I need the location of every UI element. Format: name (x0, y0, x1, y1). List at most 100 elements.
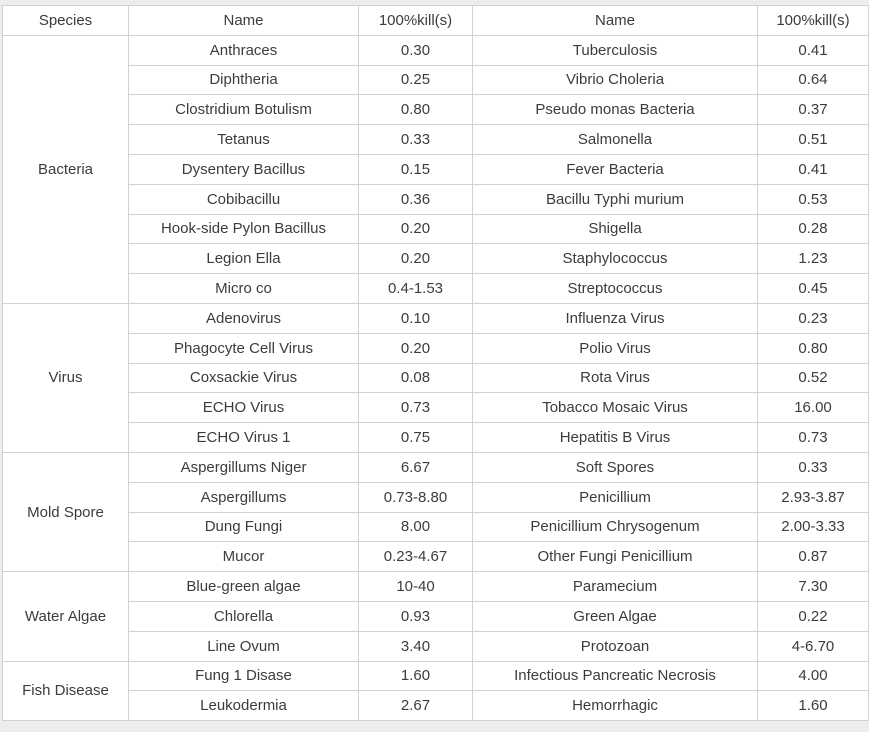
kill-time-cell: 1.23 (757, 243, 869, 275)
table-row: Cobibacillu 0.36 Bacillu Typhi murium 0.53 (3, 183, 869, 215)
name-cell: Line Ovum (128, 630, 359, 662)
name-cell: Leukodermia (128, 690, 359, 722)
table-row: Diphtheria 0.25 Vibrio Choleria 0.64 (3, 64, 869, 96)
name-cell: ECHO Virus (128, 392, 359, 424)
kill-time-cell: 1.60 (358, 660, 473, 692)
kill-time-cell: 0.53 (757, 183, 869, 215)
table-row: Dysentery Bacillus 0.15 Fever Bacteria 0.41 (3, 153, 869, 185)
table-row: Tetanus 0.33 Salmonella 0.51 (3, 124, 869, 155)
table-row: Phagocyte Cell Virus 0.20 Polio Virus 0.80 (3, 332, 869, 364)
name-cell: Hook-side Pylon Bacillus (128, 213, 359, 245)
kill-time-cell: 0.73 (757, 422, 869, 453)
kill-time-cell: 0.41 (757, 153, 869, 185)
table-body: Bacteria Anthraces 0.30 Tuberculosis 0.41 Dip… (2, 34, 869, 722)
name-cell: Rota Virus (472, 362, 758, 394)
kill-time-cell: 2.67 (358, 690, 473, 722)
kill-time-cell: 0.73-8.80 (358, 481, 473, 513)
name-cell: Aspergillums Niger (128, 451, 359, 483)
kill-time-table: Species Name 100%kill(s) Name 100%kill(s… (2, 5, 869, 722)
kill-time-cell: 0.20 (358, 213, 473, 245)
kill-time-cell: 0.23-4.67 (358, 541, 473, 573)
header-name-left: Name (128, 5, 359, 36)
table-row: Aspergillums 0.73-8.80 Penicillium 2.93-3.8… (3, 481, 869, 513)
species-cell: Virus (2, 302, 129, 453)
species-cell: Bacteria (2, 34, 129, 304)
table-row: Coxsackie Virus 0.08 Rota Virus 0.52 (3, 362, 869, 394)
kill-time-cell: 0.37 (757, 94, 869, 126)
kill-time-cell: 0.23 (757, 302, 869, 334)
name-cell: Chlorella (128, 600, 359, 632)
name-cell: Aspergillums (128, 481, 359, 513)
name-cell: Penicillium (472, 481, 758, 513)
table-row: Fish Disease Fung 1 Disase 1.60 Infectious … (2, 660, 869, 722)
table-row: ECHO Virus 1 0.75 Hepatitis B Virus 0.73 (3, 422, 869, 453)
name-cell: Dung Fungi (128, 511, 359, 543)
kill-time-cell: 0.80 (358, 94, 473, 126)
name-cell: Legion Ella (128, 243, 359, 275)
kill-time-cell: 0.30 (358, 34, 473, 66)
name-cell: Soft Spores (472, 451, 758, 483)
kill-time-cell: 0.51 (757, 124, 869, 155)
header-row: Species Name 100%kill(s) Name 100%kill(s… (2, 5, 869, 36)
species-cell: Water Algae (2, 571, 129, 662)
table-row: ECHO Virus 0.73 Tobacco Mosaic Virus 16.00 (3, 392, 869, 424)
name-cell: ECHO Virus 1 (128, 422, 359, 453)
kill-time-cell: 0.25 (358, 64, 473, 96)
kill-time-cell: 0.20 (358, 243, 473, 275)
kill-time-cell: 0.22 (757, 600, 869, 632)
kill-time-cell: 2.93-3.87 (757, 481, 869, 513)
name-cell: Coxsackie Virus (128, 362, 359, 394)
name-cell: Cobibacillu (128, 183, 359, 215)
name-cell: Tetanus (128, 124, 359, 155)
species-cell: Fish Disease (2, 660, 129, 722)
table-row: Water Algae Blue-green algae 10-40 Parameci… (2, 571, 869, 662)
name-cell: Staphylococcus (472, 243, 758, 275)
kill-time-cell: 0.33 (358, 124, 473, 155)
kill-time-cell: 0.08 (358, 362, 473, 394)
name-cell: Blue-green algae (128, 571, 359, 602)
kill-time-cell: 7.30 (757, 571, 869, 602)
kill-time-cell: 0.20 (358, 332, 473, 364)
kill-time-cell: 0.15 (358, 153, 473, 185)
table-row: Bacteria Anthraces 0.30 Tuberculosis 0.41 (2, 34, 869, 304)
kill-time-cell: 0.33 (757, 451, 869, 483)
kill-time-cell: 0.80 (757, 332, 869, 364)
name-cell: Fever Bacteria (472, 153, 758, 185)
name-cell: Streptococcus (472, 273, 758, 304)
header-kill-right: 100%kill(s) (757, 5, 869, 36)
kill-time-cell: 0.36 (358, 183, 473, 215)
name-cell: Adenovirus (128, 302, 359, 334)
name-cell: Clostridium Botulism (128, 94, 359, 126)
table-row: Hook-side Pylon Bacillus 0.20 Shigella 0.28 (3, 213, 869, 245)
kill-time-cell: 0.41 (757, 34, 869, 66)
kill-time-cell: 0.45 (757, 273, 869, 304)
name-cell: Shigella (472, 213, 758, 245)
header-name-right: Name (472, 5, 758, 36)
name-cell: Green Algae (472, 600, 758, 632)
table-row: Chlorella 0.93 Green Algae 0.22 (3, 600, 869, 632)
name-cell: Tuberculosis (472, 34, 758, 66)
table-row: Micro co 0.4-1.53 Streptococcus 0.45 (3, 273, 869, 304)
header-species: Species (2, 5, 129, 36)
name-cell: Micro co (128, 273, 359, 304)
name-cell: Other Fungi Penicillium (472, 541, 758, 573)
name-cell: Infectious Pancreatic Necrosis (472, 660, 758, 692)
kill-time-cell: 16.00 (757, 392, 869, 424)
name-cell: Anthraces (128, 34, 359, 66)
name-cell: Phagocyte Cell Virus (128, 332, 359, 364)
name-cell: Paramecium (472, 571, 758, 602)
kill-time-cell: 4-6.70 (757, 630, 869, 662)
name-cell: Polio Virus (472, 332, 758, 364)
name-cell: Fung 1 Disase (128, 660, 359, 692)
kill-time-cell: 2.00-3.33 (757, 511, 869, 543)
name-cell: Pseudo monas Bacteria (472, 94, 758, 126)
kill-time-cell: 0.4-1.53 (358, 273, 473, 304)
table-row: Clostridium Botulism 0.80 Pseudo monas Bac… (3, 94, 869, 126)
kill-time-cell: 8.00 (358, 511, 473, 543)
name-cell: Protozoan (472, 630, 758, 662)
kill-time-cell: 4.00 (757, 660, 869, 692)
kill-time-cell: 0.75 (358, 422, 473, 453)
kill-time-cell: 0.64 (757, 64, 869, 96)
name-cell: Dysentery Bacillus (128, 153, 359, 185)
name-cell: Mucor (128, 541, 359, 573)
